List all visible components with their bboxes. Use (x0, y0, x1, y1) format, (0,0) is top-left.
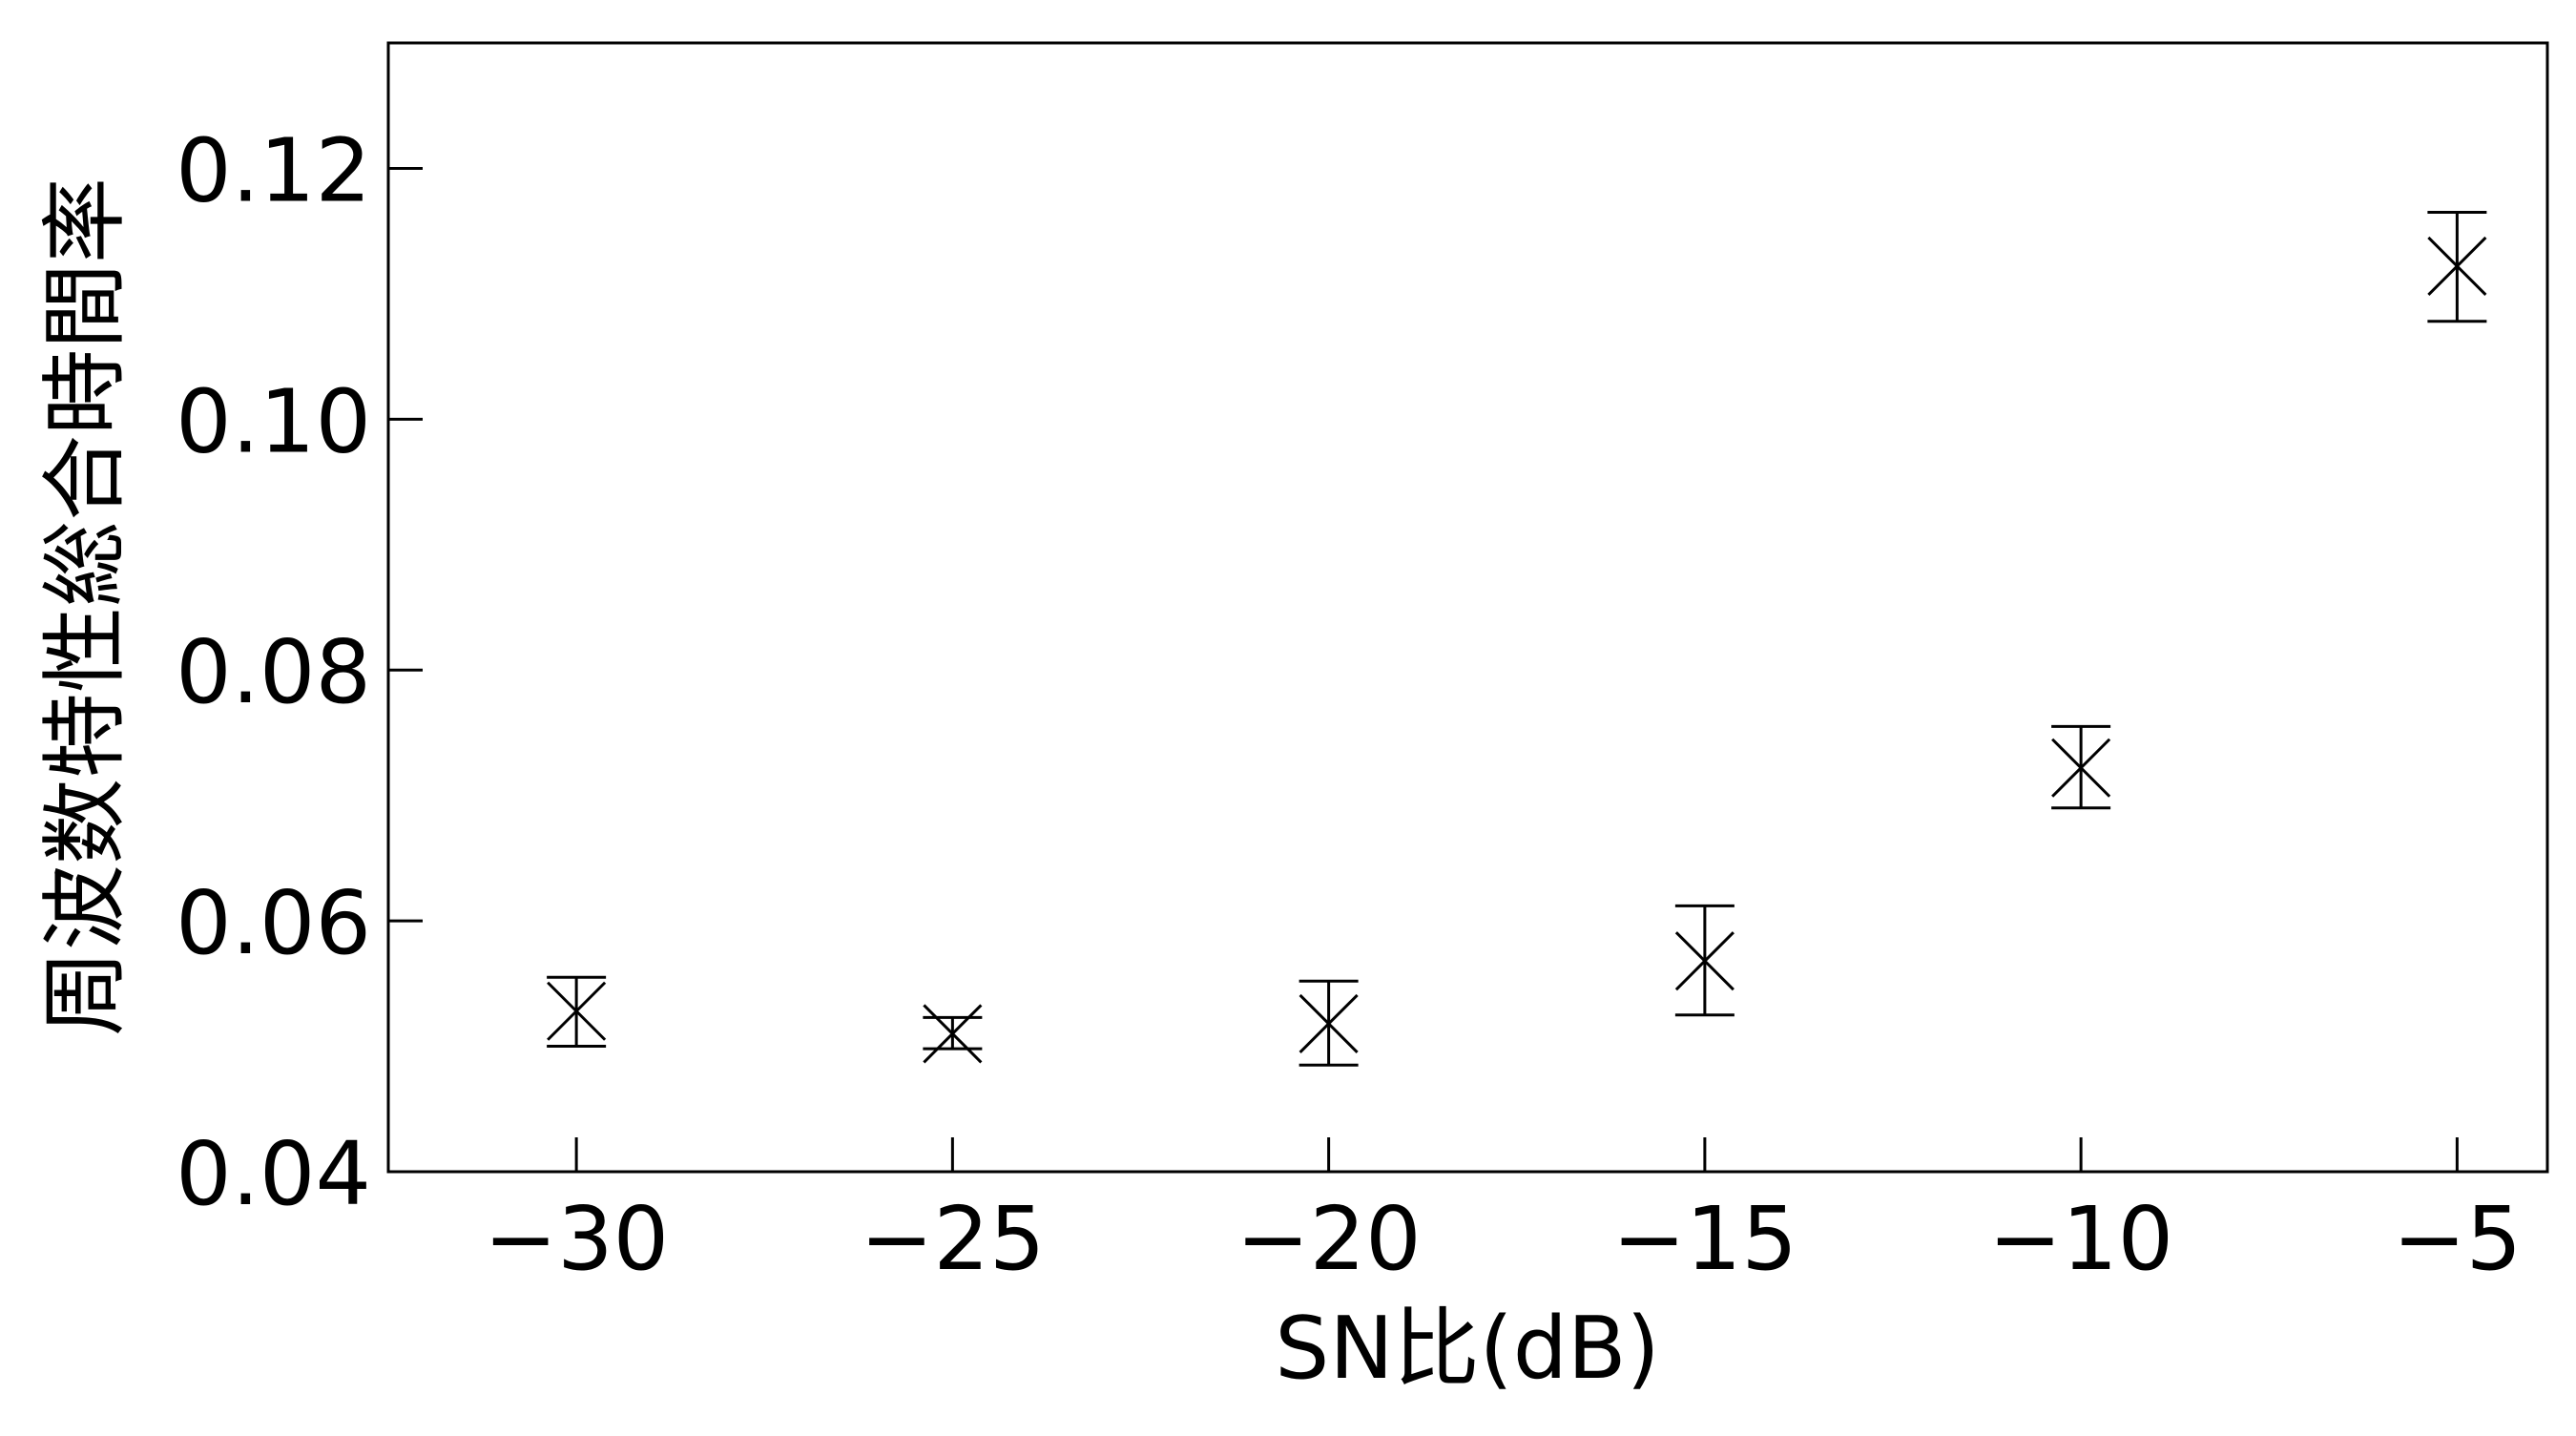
data-point (2051, 724, 2111, 810)
marker-x-stroke (2051, 738, 2111, 798)
marker-x-stroke (547, 981, 607, 1041)
marker-x-stroke (1298, 993, 1359, 1053)
marker-x-stroke (1674, 931, 1735, 991)
x-tick-label: −20 (1236, 1188, 1422, 1290)
x-tick-label: −10 (1988, 1188, 2173, 1290)
y-tick-label: 0.08 (176, 621, 371, 723)
data-point (547, 975, 607, 1049)
y-tick-label: 0.10 (176, 370, 371, 472)
marker-x-stroke (2427, 236, 2487, 297)
x-tick-label: −30 (484, 1188, 669, 1290)
plot-frame (386, 41, 2549, 1174)
data-point (1298, 979, 1359, 1067)
marker-x-stroke (923, 1004, 983, 1064)
y-tick-label: 0.12 (176, 119, 371, 221)
x-tick-label: −15 (1612, 1188, 1797, 1290)
y-axis-ticks: 0.04 0.06 0.08 0.10 0.12 (176, 119, 423, 1225)
y-tick-label: 0.04 (176, 1123, 371, 1225)
data-point (923, 1004, 983, 1064)
x-axis-title: SN比(dB) (1275, 1299, 1660, 1399)
x-axis-ticks: −30 −25 −20 −15 −10 −5 (484, 1137, 2522, 1290)
y-axis-title: 周波数特性総合時間率 (35, 177, 135, 1036)
x-tick-label: −5 (2393, 1188, 2523, 1290)
data-point (2427, 210, 2487, 323)
data-points (547, 210, 2487, 1067)
data-point (1674, 904, 1735, 1017)
x-tick-label: −25 (860, 1188, 1045, 1290)
y-tick-label: 0.06 (176, 872, 371, 974)
